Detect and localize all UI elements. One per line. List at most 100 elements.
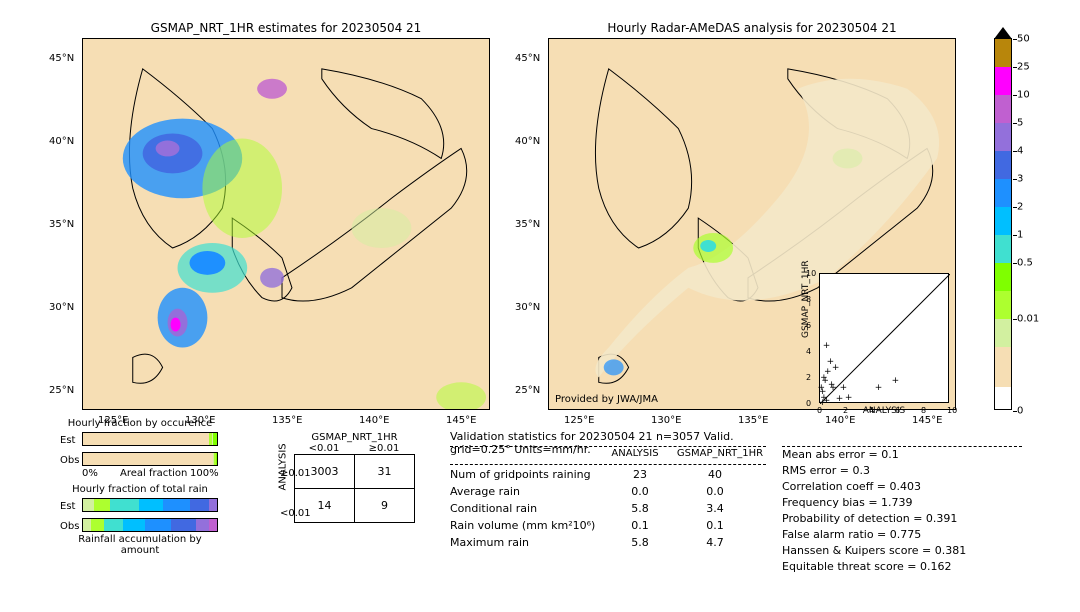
colorbar-tickline <box>1013 123 1017 124</box>
stats-rowlabel: Conditional rain <box>450 502 610 515</box>
stats-rule1 <box>450 446 766 447</box>
scatter-point: + <box>828 380 836 390</box>
xtick: 130°E <box>651 415 681 426</box>
bar-row-label: Est <box>60 435 82 446</box>
stats-row: Num of gridpoints raining2340 <box>450 468 760 481</box>
bar-segment <box>196 519 209 531</box>
scatter-point: + <box>819 387 827 397</box>
xtick: 140°E <box>825 415 855 426</box>
stats-rowlabel: Maximum rain <box>450 536 610 549</box>
colorbar-tickline <box>1013 411 1017 412</box>
stats-list-item: Frequency bias = 1.739 <box>782 496 966 509</box>
totalrain-title: Hourly fraction of total rain <box>60 484 220 495</box>
scatter-point: + <box>820 373 828 383</box>
stats-col0: ANALYSIS <box>600 448 670 459</box>
inset-xtick: 8 <box>921 406 926 415</box>
left-map-title: GSMAP_NRT_1HR estimates for 20230504 21 <box>83 21 489 35</box>
scatter-point: + <box>836 394 844 404</box>
colorbar-tickline <box>1013 179 1017 180</box>
stats-rowlabel: Rain volume (mm km²10⁶) <box>450 519 610 532</box>
bar-segment <box>104 519 123 531</box>
stats-rule-top-right <box>782 446 1022 447</box>
colorbar-segment <box>995 235 1011 263</box>
xtick: 135°E <box>272 415 302 426</box>
bar-segment <box>216 453 217 465</box>
matrix-col1: ≥0.01 <box>354 443 414 454</box>
ytick: 30°N <box>515 302 540 313</box>
ytick: 35°N <box>515 219 540 230</box>
stats-val-gsmap: 0.0 <box>670 485 760 498</box>
colorbar-segment <box>995 123 1011 151</box>
colorbar-segment <box>995 347 1011 387</box>
colorbar-segment <box>995 291 1011 319</box>
stats-val-analysis: 5.8 <box>610 502 670 515</box>
inset-xtick: 10 <box>947 406 957 415</box>
xtick: 140°E <box>359 415 389 426</box>
inset-xtick: 6 <box>895 406 900 415</box>
stats-row: Maximum rain5.84.7 <box>450 536 760 549</box>
stats-col1: GSMAP_NRT_1HR <box>670 448 770 459</box>
bar-segment <box>171 519 195 531</box>
stats-val-gsmap: 0.1 <box>670 519 760 532</box>
matrix-c01: 31 <box>355 455 415 489</box>
colorbar-tick: 0.01 <box>1017 314 1039 325</box>
xtick: 145°E <box>446 415 476 426</box>
stats-val-analysis: 0.0 <box>610 485 670 498</box>
map-attribution: Provided by JWA/JMA <box>555 394 658 405</box>
xtick: 125°E <box>564 415 594 426</box>
stats-row: Conditional rain5.83.4 <box>450 502 760 515</box>
colorbar-segment <box>995 319 1011 347</box>
inset-ytick: 6 <box>806 321 811 330</box>
scatter-point: + <box>840 383 848 393</box>
bar-segment <box>83 499 94 511</box>
stats-list-item: RMS error = 0.3 <box>782 464 966 477</box>
stats-list-item: Hanssen & Kuipers score = 0.381 <box>782 544 966 557</box>
ytick: 35°N <box>49 219 74 230</box>
colorbar-tickline <box>1013 95 1017 96</box>
inset-ytick: 8 <box>806 295 811 304</box>
bar-segment <box>83 433 209 445</box>
stats-list-item: Mean abs error = 0.1 <box>782 448 966 461</box>
matrix-col0: <0.01 <box>294 443 354 454</box>
scatter-point: + <box>823 396 831 406</box>
bar-row <box>82 432 218 446</box>
stats-list-item: Probability of detection = 0.391 <box>782 512 966 525</box>
stats-val-gsmap: 4.7 <box>670 536 760 549</box>
stats-val-analysis: 0.1 <box>610 519 670 532</box>
occ-xlabel: Areal fraction <box>120 468 187 479</box>
colorbar-tick: 2 <box>1017 202 1023 213</box>
inset-xtick: 4 <box>869 406 874 415</box>
bar-segment <box>139 499 163 511</box>
colorbar-segment <box>995 263 1011 291</box>
stats-rowlabel: Average rain <box>450 485 610 498</box>
totalrain-bars: Hourly fraction of total rain EstObs Rai… <box>60 498 220 538</box>
bar-segment <box>83 453 213 465</box>
colorbar-tickline <box>1013 235 1017 236</box>
scatter-point: + <box>832 363 840 373</box>
bar-segment <box>145 519 172 531</box>
ytick: 25°N <box>49 385 74 396</box>
xtick: 135°E <box>738 415 768 426</box>
stats-list-item: Equitable threat score = 0.162 <box>782 560 966 573</box>
colorbar-segment <box>995 95 1011 123</box>
stats-list: Mean abs error = 0.1RMS error = 0.3Corre… <box>782 448 966 576</box>
inset-xtick: 0 <box>817 406 822 415</box>
inset-ytick: 4 <box>806 347 811 356</box>
bar-segment <box>110 499 139 511</box>
right-map-panel: Hourly Radar-AMeDAS analysis for 2023050… <box>548 38 956 410</box>
scatter-point: + <box>845 393 853 403</box>
bar-segment <box>91 519 104 531</box>
matrix-col-head: GSMAP_NRT_1HR <box>294 432 415 443</box>
stats-rule2 <box>450 464 766 465</box>
bar-segment <box>94 499 110 511</box>
bar-row <box>82 452 218 466</box>
colorbar-tick: 0.5 <box>1017 258 1033 269</box>
colorbar-tick: 50 <box>1017 34 1030 45</box>
occ-xmax: 100% <box>190 468 219 479</box>
colorbar-segment <box>995 39 1011 67</box>
xtick: 145°E <box>912 415 942 426</box>
occurrence-title: Hourly fraction by occurence <box>60 418 220 429</box>
bar-row <box>82 498 218 512</box>
colorbar: 502510543210.50.010 <box>994 38 1012 410</box>
colorbar-tickline <box>1013 263 1017 264</box>
